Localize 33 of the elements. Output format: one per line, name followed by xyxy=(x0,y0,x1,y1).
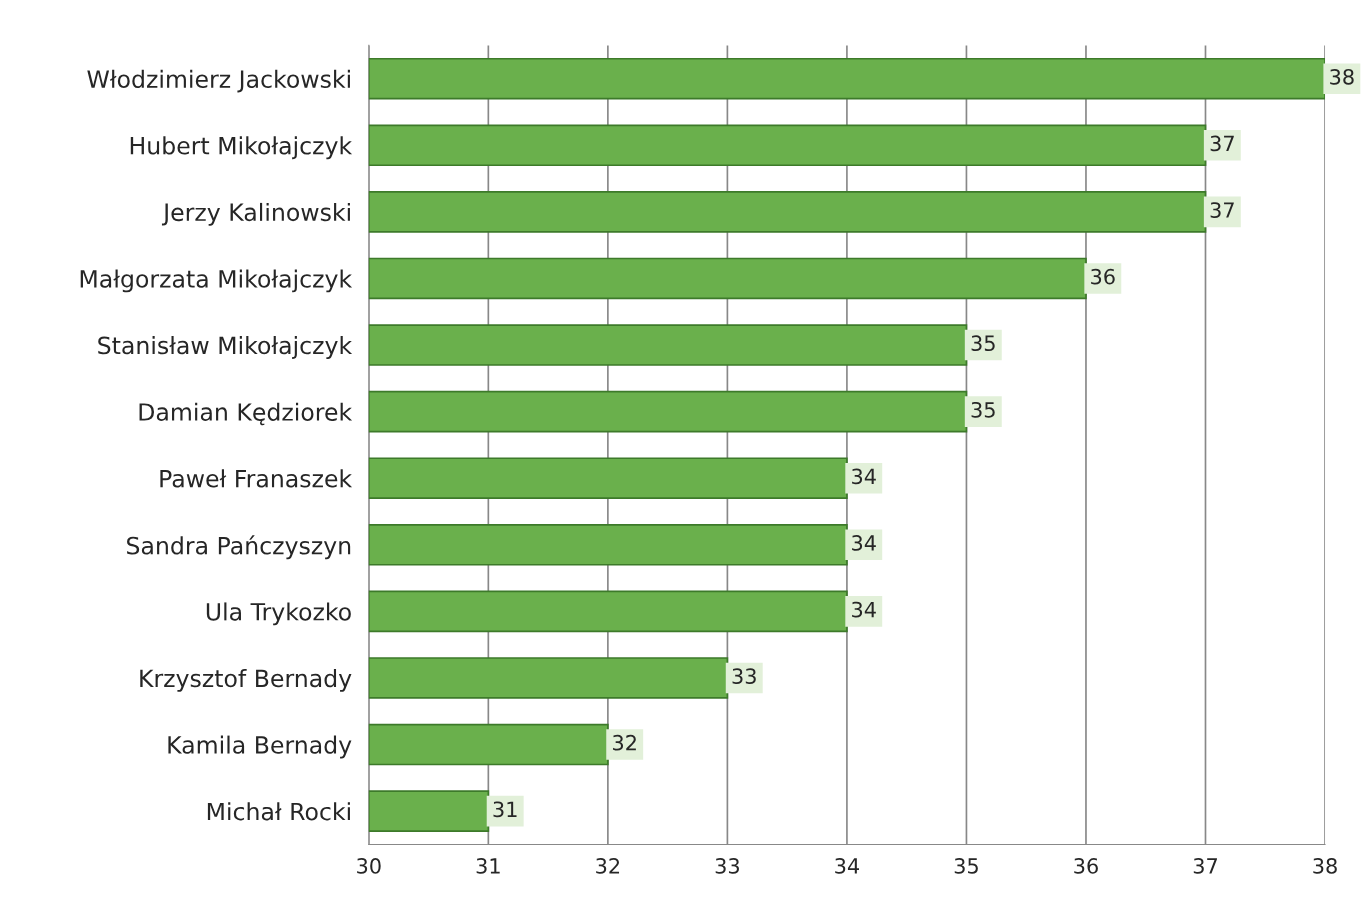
y-tick-label: Ula Trykozko xyxy=(206,602,351,626)
y-tick-label: Paweł Franaszek xyxy=(160,469,353,488)
x-tick-label: 33 xyxy=(715,858,739,874)
data-label: 34 xyxy=(852,535,876,551)
x-tick-label: 34 xyxy=(835,858,860,874)
x-tick-label: 37 xyxy=(1193,858,1217,874)
y-tick-label: Kamila Bernady xyxy=(168,735,352,759)
data-label: 35 xyxy=(971,401,995,418)
y-tick-label: Małgorzata Mikołajczyk xyxy=(80,269,353,293)
y-tick-label: Damian Kędziorek xyxy=(139,402,353,426)
y-tick-label: Stanisław Mikołajczyk xyxy=(98,336,353,359)
x-tick-label: 36 xyxy=(1074,858,1098,874)
y-tick-label: Sandra Pańczyszyn xyxy=(127,535,351,560)
data-label: 37 xyxy=(1210,135,1234,152)
data-label: 38 xyxy=(1330,68,1354,85)
data-label: 34 xyxy=(852,468,876,485)
x-tick-label: 30 xyxy=(357,858,381,874)
data-label: 32 xyxy=(613,734,636,751)
y-tick-label: Jerzy Kalinowski xyxy=(161,202,350,226)
x-tick-label: 32 xyxy=(596,858,620,874)
data-label: 34 xyxy=(852,601,876,618)
y-tick-label: Włodzimierz Jackowski xyxy=(87,69,350,93)
y-tick-label: Hubert Mikołajczyk xyxy=(130,136,353,160)
x-tick-label: 35 xyxy=(954,858,978,874)
data-label: 35 xyxy=(971,335,995,352)
data-label: 36 xyxy=(1091,268,1115,285)
y-tick-label: Michał Rocki xyxy=(207,802,350,821)
data-label: 33 xyxy=(732,668,756,685)
data-label: 37 xyxy=(1210,202,1234,218)
y-tick-label: Krzysztof Bernady xyxy=(140,669,352,692)
x-tick-label: 38 xyxy=(1313,858,1337,874)
data-label: 31 xyxy=(493,801,517,818)
x-tick-label: 31 xyxy=(476,858,500,874)
